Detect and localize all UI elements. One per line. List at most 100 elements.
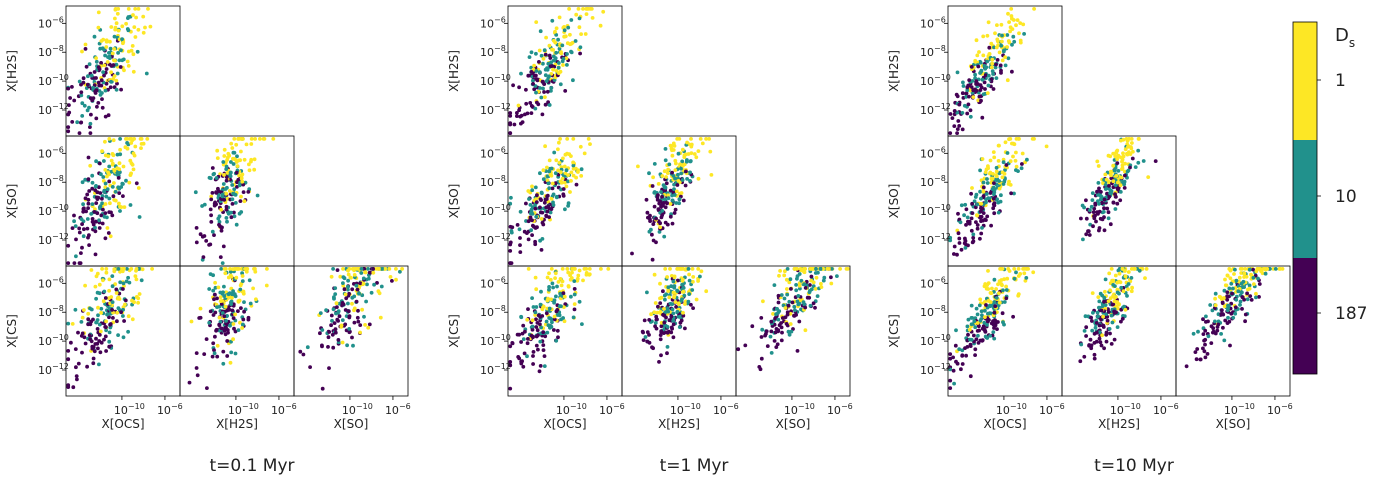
scatter-point (70, 322, 75, 326)
scatter-point (117, 58, 122, 63)
scatter-point (1257, 295, 1261, 299)
scatter-point (298, 349, 303, 354)
scatter-point (117, 201, 121, 206)
scatter-point (134, 268, 138, 273)
scatter-point (676, 301, 681, 306)
scatter-point (554, 26, 559, 31)
scatter-point (86, 317, 91, 322)
scatter-point (102, 337, 106, 342)
scatter-point (82, 308, 86, 312)
scatter-point (980, 226, 984, 230)
scatter-point (570, 270, 574, 275)
scatter-point (1005, 33, 1010, 37)
scatter-point (1240, 295, 1245, 299)
scatter-point (672, 294, 677, 298)
scatter-point (538, 205, 542, 210)
scatter-point (645, 210, 650, 215)
scatter-point (571, 166, 576, 171)
scatter-point (989, 41, 994, 46)
scatter-point (90, 217, 95, 221)
scatter-point (999, 278, 1004, 282)
scatter-point (1092, 214, 1096, 219)
scatter-point (658, 310, 663, 314)
scatter-point (547, 186, 552, 191)
scatter-point (553, 276, 557, 280)
scatter-point (545, 330, 550, 335)
scatter-point (229, 339, 233, 344)
scatter-point (955, 70, 960, 75)
scatter-point (230, 202, 235, 206)
scatter-point (761, 299, 765, 304)
colorbar-label: 1 (1335, 71, 1346, 91)
scatter-point (555, 284, 559, 289)
scatter-point (102, 159, 106, 163)
scatter-point (215, 305, 219, 309)
scatter-point (83, 177, 88, 182)
scatter-point (329, 274, 334, 279)
x-axis-label: X[OCS] (101, 417, 144, 431)
scatter-point (1123, 274, 1128, 279)
scatter-point (340, 301, 345, 305)
scatter-point (90, 173, 95, 178)
scatter-point (1019, 166, 1024, 171)
scatter-point (984, 192, 989, 196)
scatter-point (102, 214, 107, 219)
scatter-point (679, 171, 684, 176)
scatter-point (354, 299, 359, 304)
scatter-point (115, 166, 120, 171)
scatter-point (959, 367, 963, 372)
scatter-point (108, 46, 113, 51)
scatter-point (211, 313, 216, 317)
y-tick-label: 10−8 (38, 44, 64, 59)
scatter-point (101, 278, 105, 283)
scatter-point (658, 281, 662, 286)
scatter-point (355, 287, 360, 292)
scatter-point (672, 284, 677, 288)
scatter-point (1082, 354, 1087, 359)
scatter-point (811, 284, 816, 288)
y-tick-label: 10−8 (480, 174, 506, 189)
scatter-point (984, 200, 988, 205)
scatter-point (107, 172, 111, 177)
scatter-point (952, 244, 957, 249)
scatter-point (992, 277, 997, 282)
scatter-point (224, 207, 229, 212)
scatter-point (977, 50, 981, 54)
scatter-point (1265, 267, 1270, 271)
scatter-point (241, 317, 246, 322)
scatter-point (360, 293, 365, 298)
scatter-point (1108, 222, 1113, 227)
scatter-point (117, 297, 122, 301)
scatter-point (229, 160, 233, 164)
scatter-point (352, 320, 357, 325)
scatter-point (993, 31, 997, 36)
scatter-point (548, 64, 553, 68)
scatter-point (989, 223, 993, 228)
scatter-point (1109, 313, 1114, 318)
scatter-point (795, 274, 800, 278)
scatter-point (106, 231, 111, 235)
scatter-point (688, 170, 692, 175)
scatter-point (549, 72, 554, 76)
scatter-point (1257, 282, 1262, 286)
scatter-point (667, 295, 672, 300)
scatter-point (960, 354, 965, 358)
scatter-point (523, 329, 527, 334)
scatter-point (537, 369, 542, 374)
scatter-point (535, 100, 539, 105)
x-axis-label: X[SO] (776, 417, 811, 431)
scatter-point (1233, 305, 1238, 310)
scatter-point (1104, 312, 1109, 316)
scatter-point (89, 73, 94, 78)
scatter-point (335, 268, 340, 272)
scatter-point (114, 287, 119, 292)
scatter-point (981, 180, 986, 185)
scatter-point (777, 309, 782, 313)
scatter-point (1120, 267, 1125, 271)
scatter-point (1106, 216, 1111, 221)
scatter-point (835, 274, 839, 278)
scatter-point (218, 255, 223, 259)
scatter-point (118, 170, 122, 175)
scatter-point (346, 309, 351, 314)
